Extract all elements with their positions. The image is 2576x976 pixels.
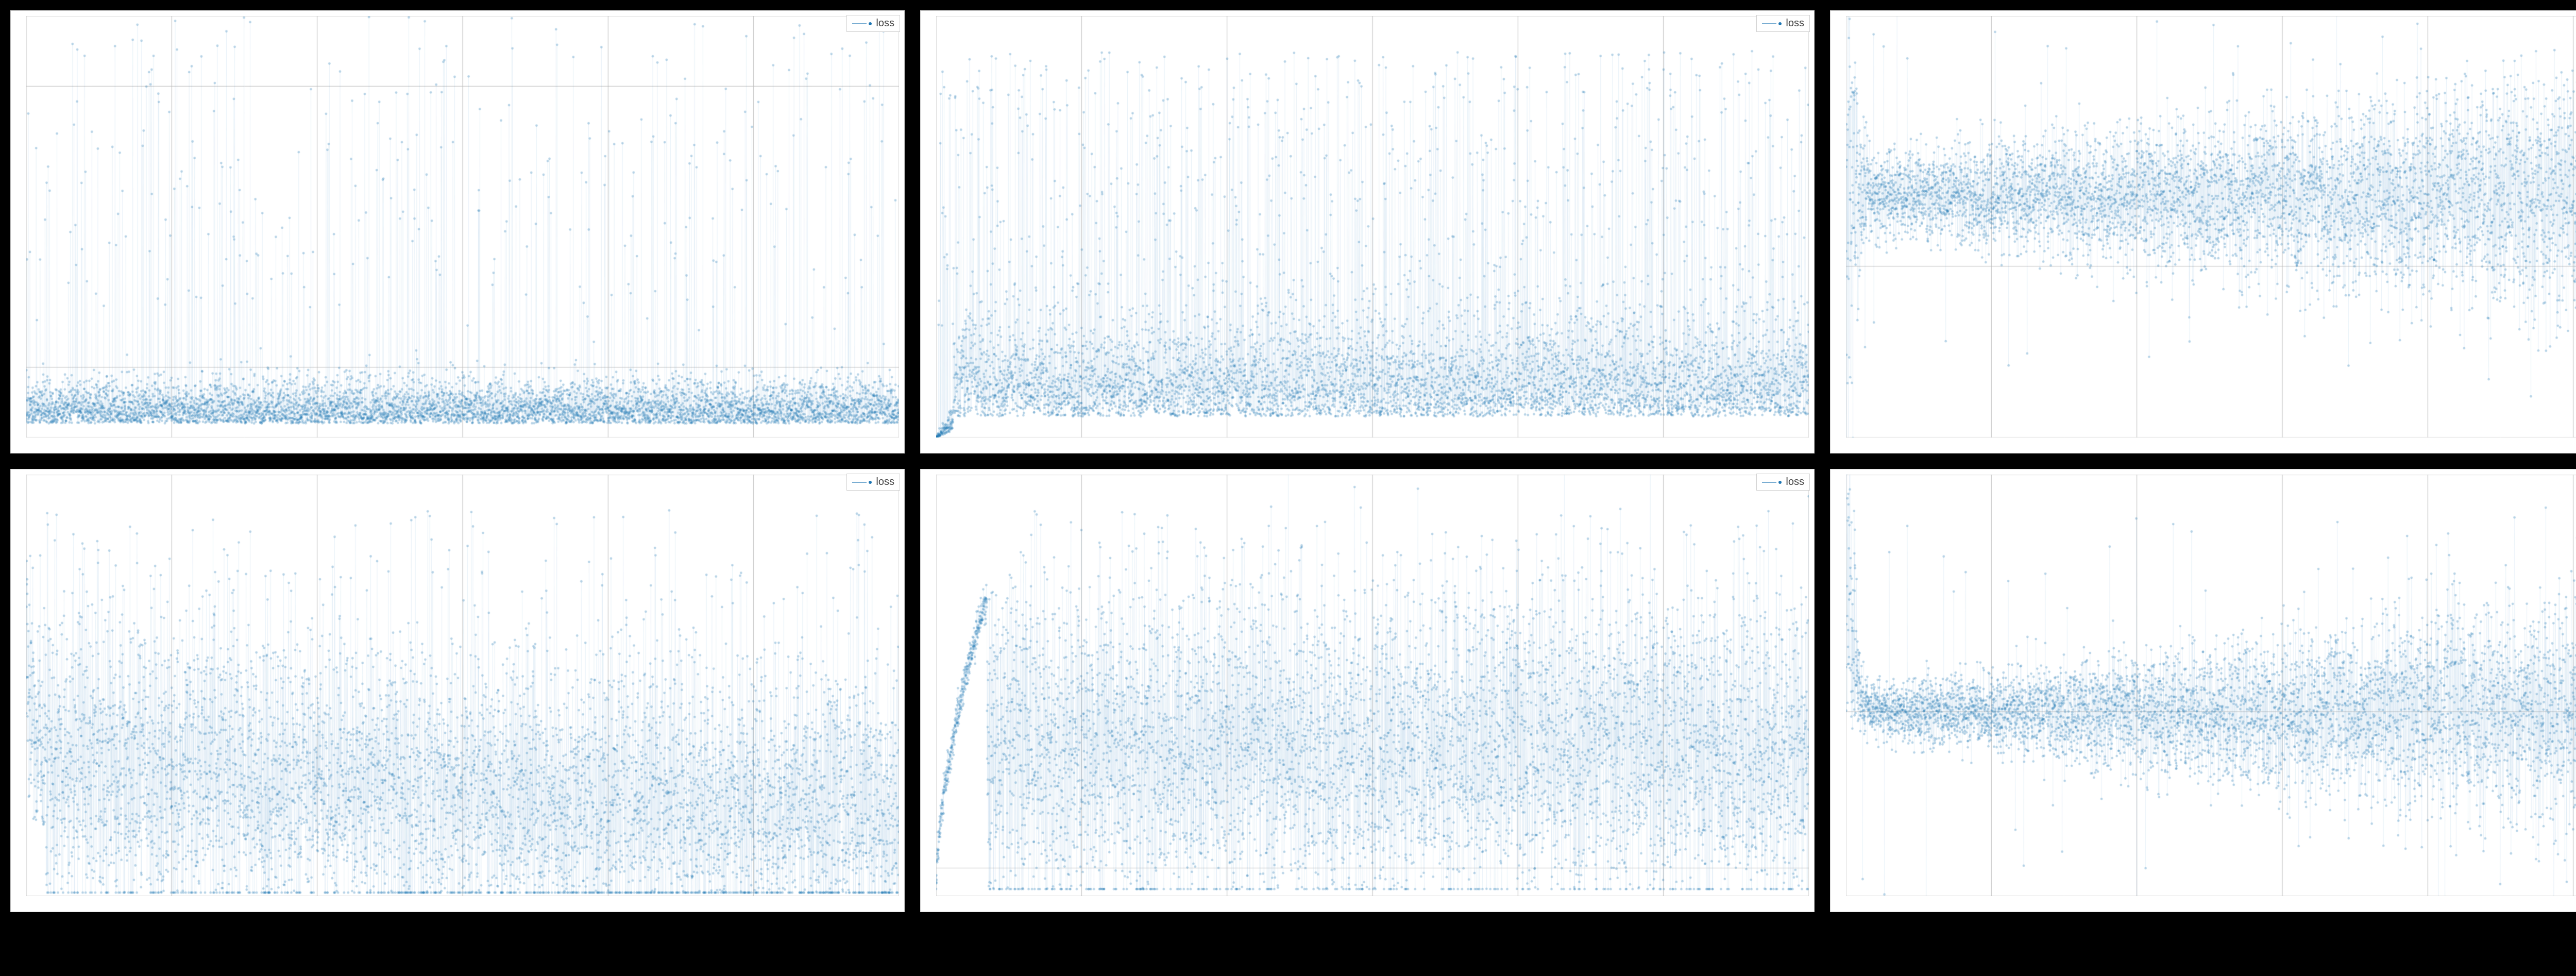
- chart-canvas: [936, 16, 1809, 437]
- chart-grid: loss loss loss: [10, 10, 2576, 912]
- legend-dot-icon: [1778, 22, 1782, 25]
- legend-swatch: [852, 22, 872, 25]
- panel-5: loss: [1830, 469, 2576, 912]
- plot-area: [26, 475, 899, 896]
- legend-line-icon: [852, 23, 867, 24]
- legend-dot-icon: [1778, 481, 1782, 484]
- legend-label: loss: [876, 476, 894, 488]
- legend-dot-icon: [869, 481, 872, 484]
- legend-swatch: [852, 481, 872, 484]
- legend-label: loss: [1786, 476, 1804, 488]
- plot-area: [936, 475, 1809, 896]
- legend-swatch: [1762, 22, 1782, 25]
- legend-swatch: [1762, 481, 1782, 484]
- panel-2: loss: [1830, 10, 2576, 453]
- legend-label: loss: [1786, 18, 1804, 29]
- panel-0: loss: [10, 10, 905, 453]
- panel-3: loss: [10, 469, 905, 912]
- chart-canvas: [26, 475, 899, 896]
- plot-area: [26, 16, 899, 437]
- legend-line-icon: [1762, 482, 1776, 483]
- legend: loss: [1756, 15, 1810, 32]
- legend-line-icon: [852, 482, 867, 483]
- chart-canvas: [1846, 16, 2576, 437]
- plot-area: [936, 16, 1809, 437]
- legend: loss: [846, 15, 900, 32]
- legend-line-icon: [1762, 23, 1776, 24]
- legend-dot-icon: [869, 22, 872, 25]
- chart-canvas: [936, 475, 1809, 896]
- plot-area: [1846, 475, 2576, 896]
- panel-4: loss: [920, 469, 1815, 912]
- legend-label: loss: [876, 18, 894, 29]
- legend: loss: [1756, 474, 1810, 491]
- panel-1: loss: [920, 10, 1815, 453]
- legend: loss: [846, 474, 900, 491]
- chart-canvas: [26, 16, 899, 437]
- plot-area: [1846, 16, 2576, 437]
- chart-canvas: [1846, 475, 2576, 896]
